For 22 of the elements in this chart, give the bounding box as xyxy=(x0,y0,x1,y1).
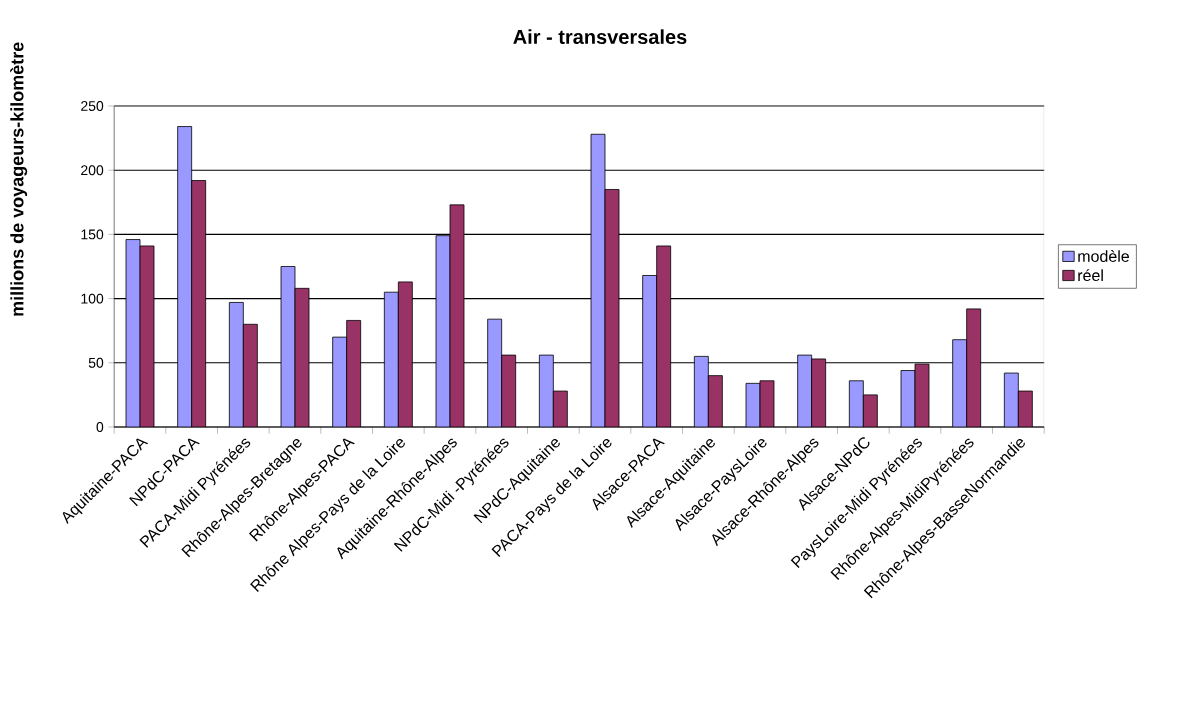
y-axis-title: millions de voyageurs-kilomètre xyxy=(10,42,28,316)
bar xyxy=(487,318,503,427)
y-tick-label: 150 xyxy=(81,229,104,240)
bar xyxy=(538,354,554,427)
bar xyxy=(177,126,193,427)
legend-label: modèle xyxy=(1078,250,1129,262)
y-tick-label: 0 xyxy=(96,422,104,432)
bar xyxy=(1003,372,1019,427)
y-tick-label: 50 xyxy=(88,357,104,368)
bar xyxy=(848,380,864,427)
y-tick-label: 200 xyxy=(81,165,104,176)
bar xyxy=(952,339,968,427)
y-tick-label: 100 xyxy=(81,293,104,304)
bar xyxy=(332,336,348,427)
bar xyxy=(797,354,813,427)
chart-title: Air - transversales xyxy=(513,29,687,44)
bar xyxy=(642,275,658,427)
legend-label: réel xyxy=(1078,269,1103,282)
bar xyxy=(228,302,244,427)
bar xyxy=(383,291,399,427)
y-tick-label: 250 xyxy=(81,101,104,111)
bar xyxy=(693,355,709,427)
